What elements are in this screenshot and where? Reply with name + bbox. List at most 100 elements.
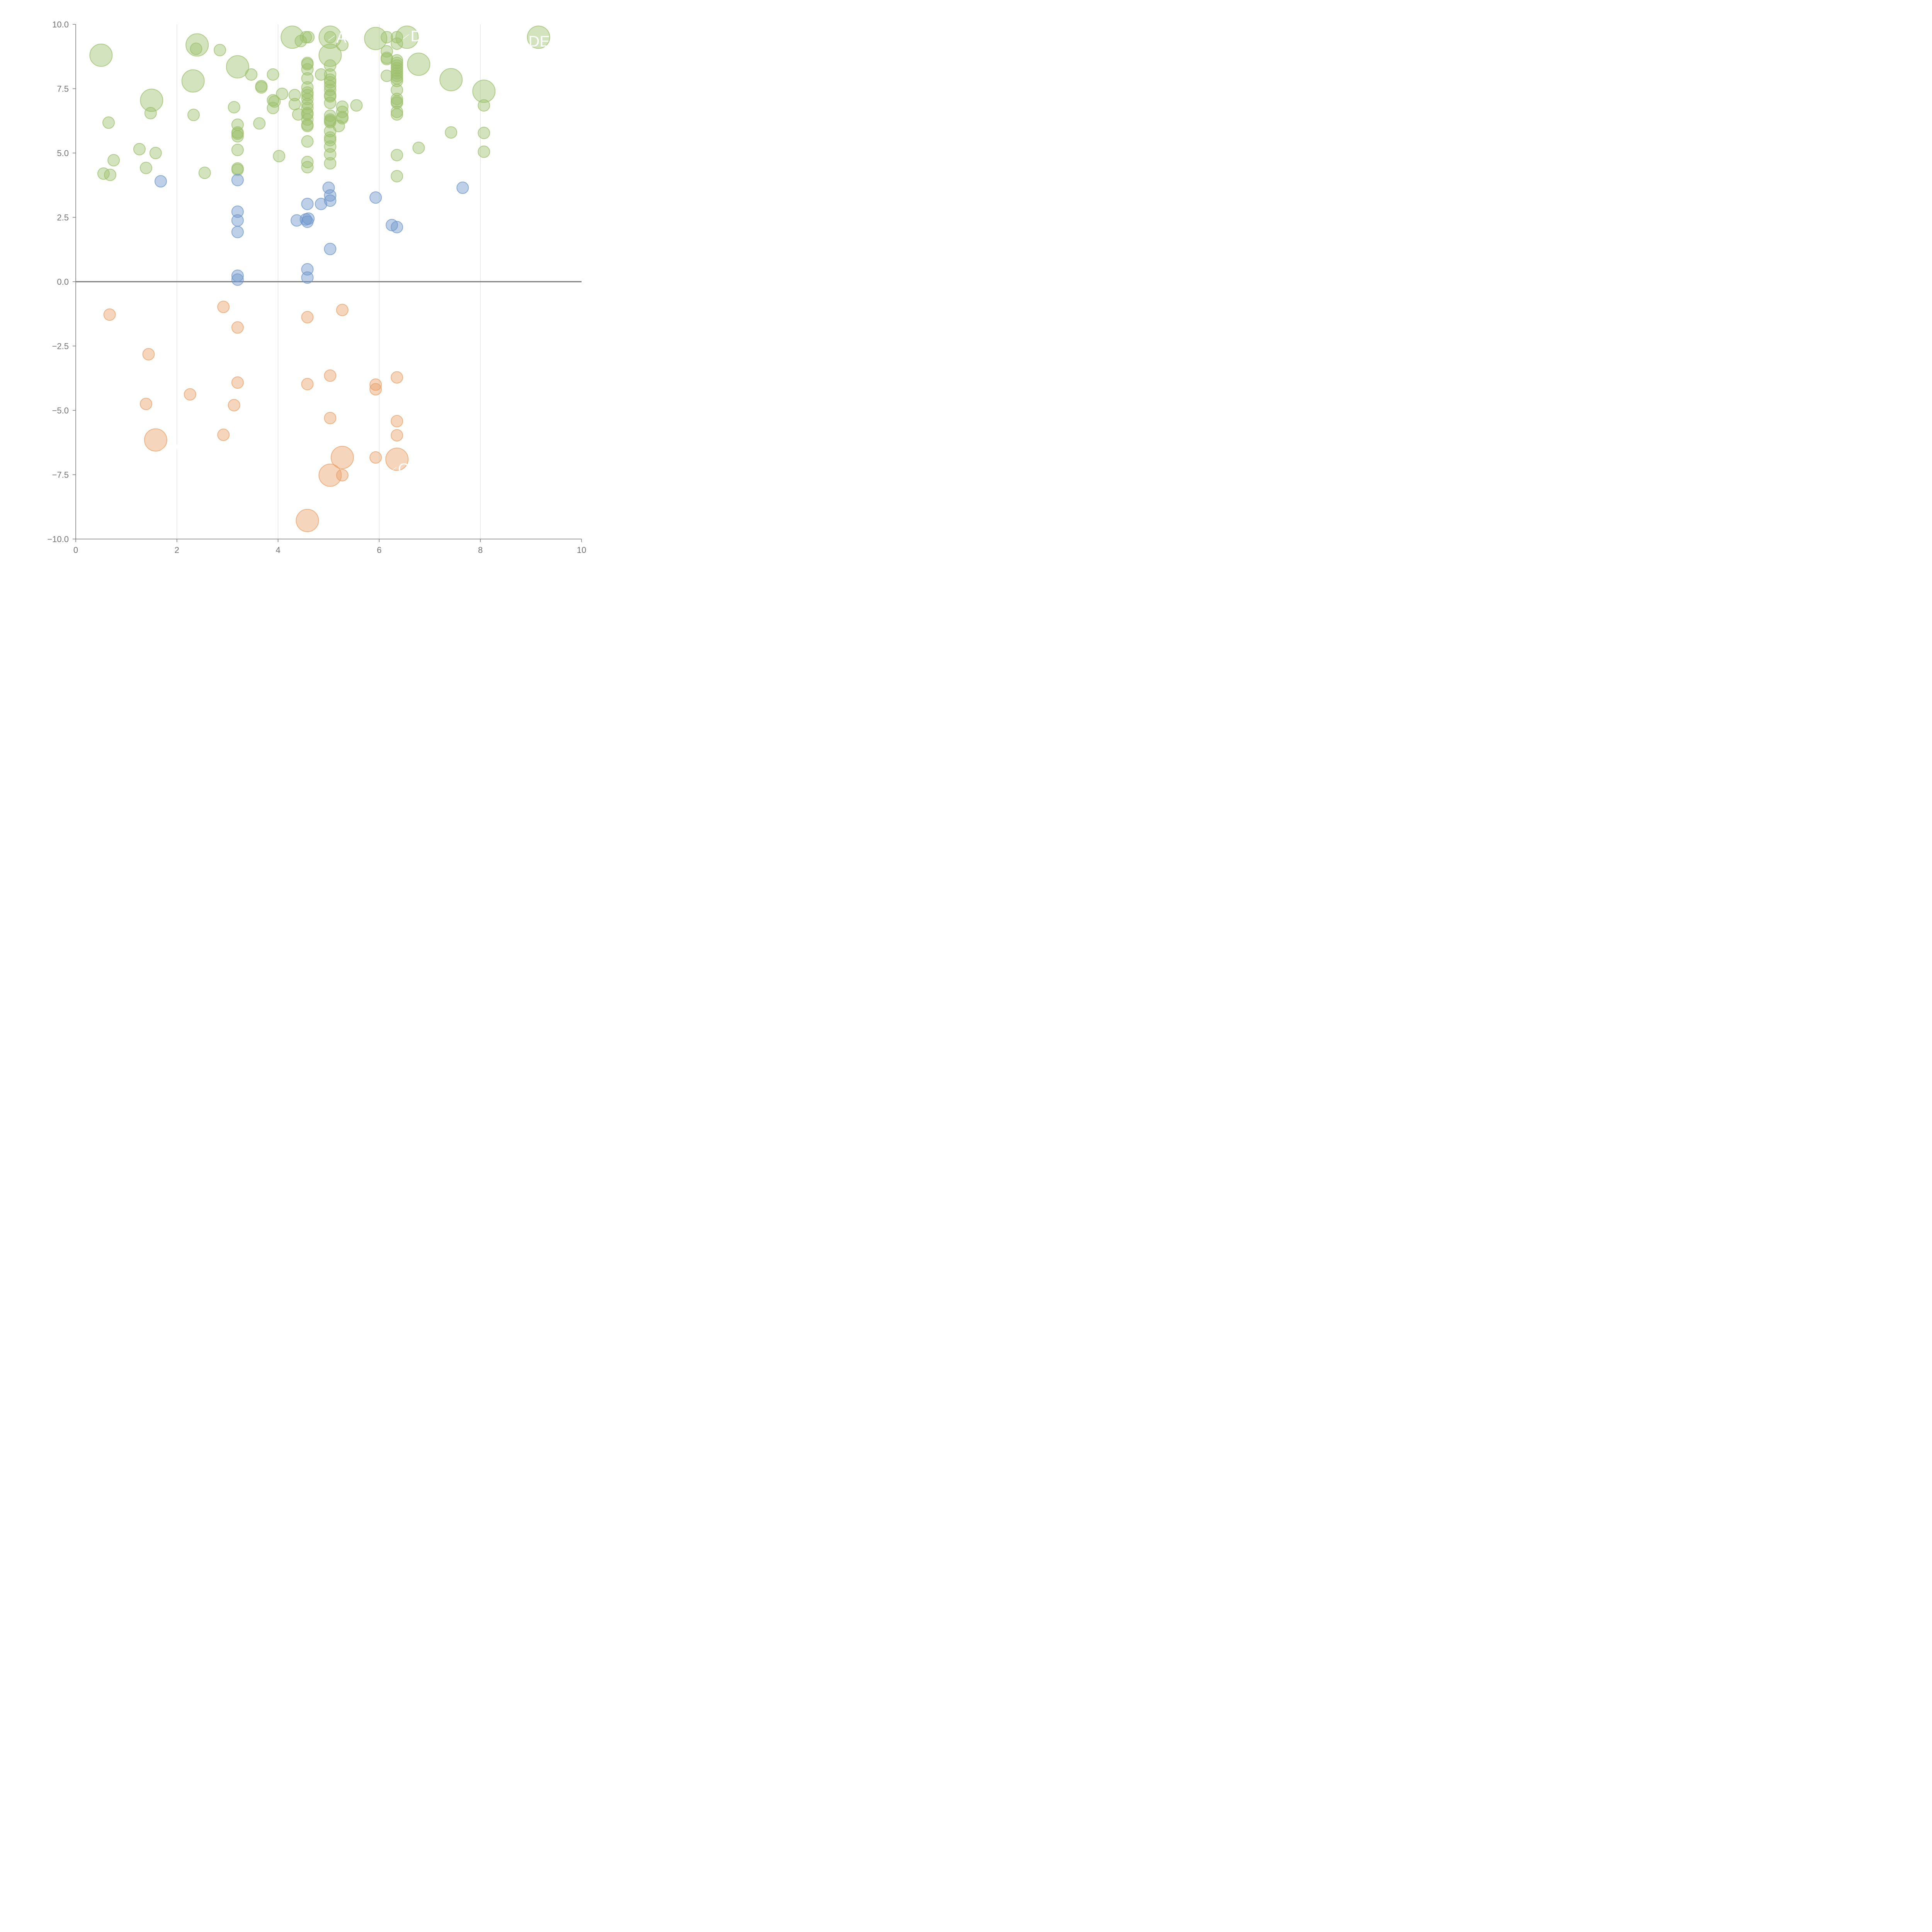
data-point-blue <box>456 181 469 194</box>
data-point-green <box>324 83 337 96</box>
x-tick-label: 8 <box>478 545 483 555</box>
data-point-green <box>253 117 266 130</box>
data-point-green <box>301 72 314 85</box>
label-layer: A D DE W G <box>160 28 550 478</box>
data-point-green <box>350 99 363 112</box>
point-label: G <box>398 461 410 478</box>
point-label: A <box>336 29 347 46</box>
data-point-green <box>412 141 425 154</box>
data-point-green <box>324 73 337 86</box>
data-point-orange <box>385 447 409 471</box>
x-tick-label: 6 <box>377 545 381 555</box>
y-tick-label: −10.0 <box>47 534 69 544</box>
data-point-green <box>324 134 337 146</box>
data-point-orange <box>324 412 337 424</box>
data-point-green <box>144 107 157 119</box>
data-point-green <box>472 80 496 103</box>
point-label: W <box>168 440 183 457</box>
data-point-orange <box>217 429 230 441</box>
data-point-green <box>292 108 304 121</box>
data-point-green <box>288 98 301 111</box>
label-leader-line <box>160 446 167 451</box>
data-point-blue <box>301 271 314 284</box>
y-tick-label: 2.5 <box>57 213 69 223</box>
data-point-green <box>302 31 315 44</box>
data-point-green <box>231 130 244 143</box>
data-point-blue <box>154 175 167 188</box>
data-point-green <box>181 69 205 93</box>
data-point-green <box>187 109 200 121</box>
data-point-green <box>391 31 403 44</box>
data-point-green <box>288 89 301 102</box>
data-point-blue <box>369 191 382 204</box>
data-point-green <box>104 168 117 181</box>
data-point-green <box>478 127 490 139</box>
data-point-green <box>89 43 113 67</box>
data-point-green <box>231 163 244 176</box>
data-point-green <box>318 26 342 49</box>
data-point-orange <box>369 378 382 391</box>
y-tick-label: 5.0 <box>57 148 69 158</box>
data-point-green <box>391 37 403 50</box>
point-label: D <box>411 28 422 45</box>
data-point-orange <box>391 415 403 427</box>
data-point-green <box>318 43 342 67</box>
data-point-green <box>301 93 314 105</box>
x-tick-label: 2 <box>175 545 179 555</box>
data-point-green <box>231 144 244 156</box>
data-point-green <box>267 102 279 114</box>
data-point-green <box>255 81 268 94</box>
label-leader-line <box>520 39 527 44</box>
data-point-orange <box>336 304 349 316</box>
data-point-blue <box>231 226 244 238</box>
data-point-green <box>139 162 152 174</box>
data-point-green <box>301 156 314 168</box>
data-point-green <box>133 143 146 156</box>
data-point-green <box>391 108 403 121</box>
data-point-blue <box>301 197 314 210</box>
data-point-green <box>324 59 337 72</box>
y-tick-label: −2.5 <box>52 342 69 351</box>
data-point-orange <box>369 383 382 396</box>
data-point-orange <box>369 451 382 464</box>
data-point-green <box>324 157 337 170</box>
data-point-blue <box>324 189 337 202</box>
data-point-orange <box>231 321 244 334</box>
data-point-green <box>301 58 314 71</box>
data-point-green <box>107 154 120 167</box>
x-tick-label: 4 <box>276 545 280 555</box>
y-tick-label: −5.0 <box>52 406 69 415</box>
data-point-orange <box>318 463 342 487</box>
data-point-green <box>324 97 337 109</box>
data-point-green <box>324 90 337 103</box>
data-point-blue <box>301 215 314 228</box>
data-point-blue <box>391 221 403 233</box>
data-point-blue <box>315 197 327 210</box>
data-point-green <box>214 44 226 56</box>
data-point-green <box>336 105 349 118</box>
data-point-blue <box>324 194 337 207</box>
data-point-green <box>190 43 202 55</box>
data-point-green <box>381 31 393 44</box>
data-point-green <box>324 125 337 138</box>
data-point-green <box>324 31 337 44</box>
data-point-green <box>324 80 337 92</box>
data-point-green <box>391 149 403 162</box>
data-point-orange <box>184 388 196 401</box>
data-point-orange <box>217 301 230 313</box>
data-point-green <box>324 131 337 144</box>
data-point-orange <box>301 378 314 391</box>
data-point-green <box>324 109 337 122</box>
data-point-orange <box>142 348 155 361</box>
data-point-blue <box>231 273 244 286</box>
data-point-green <box>267 68 279 81</box>
data-point-orange <box>336 469 349 481</box>
label-leader-line <box>328 35 335 41</box>
data-point-green <box>395 26 419 49</box>
data-point-blue <box>231 269 244 282</box>
data-point-blue <box>231 214 244 227</box>
data-point-green <box>301 120 314 133</box>
data-point-green <box>228 101 240 114</box>
data-point-green <box>273 150 286 162</box>
data-point-green <box>149 147 162 159</box>
